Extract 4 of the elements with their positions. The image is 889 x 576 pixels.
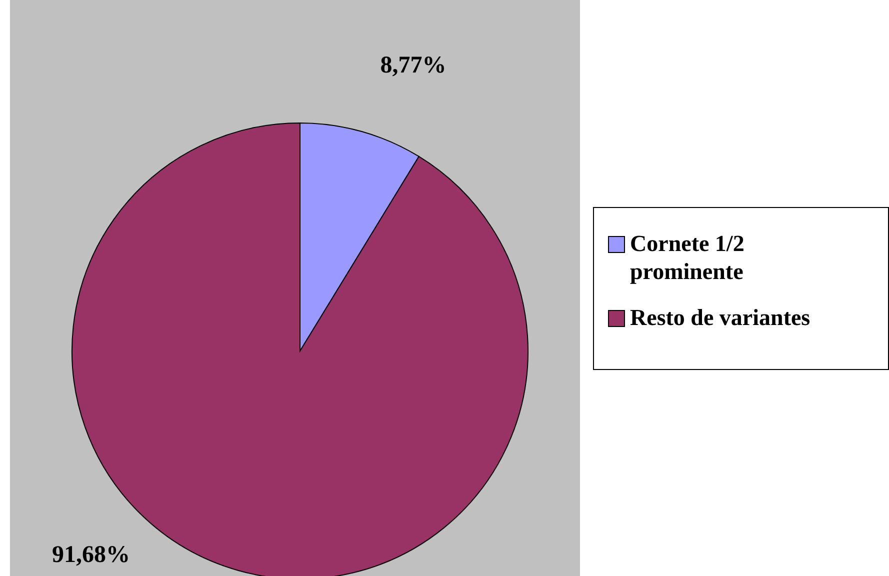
data-label: 91,68% (52, 542, 130, 568)
legend-label: Resto de variantes (630, 304, 810, 332)
data-label: 8,77% (380, 52, 446, 79)
legend-label: Cornete 1/2 prominente (630, 230, 746, 286)
